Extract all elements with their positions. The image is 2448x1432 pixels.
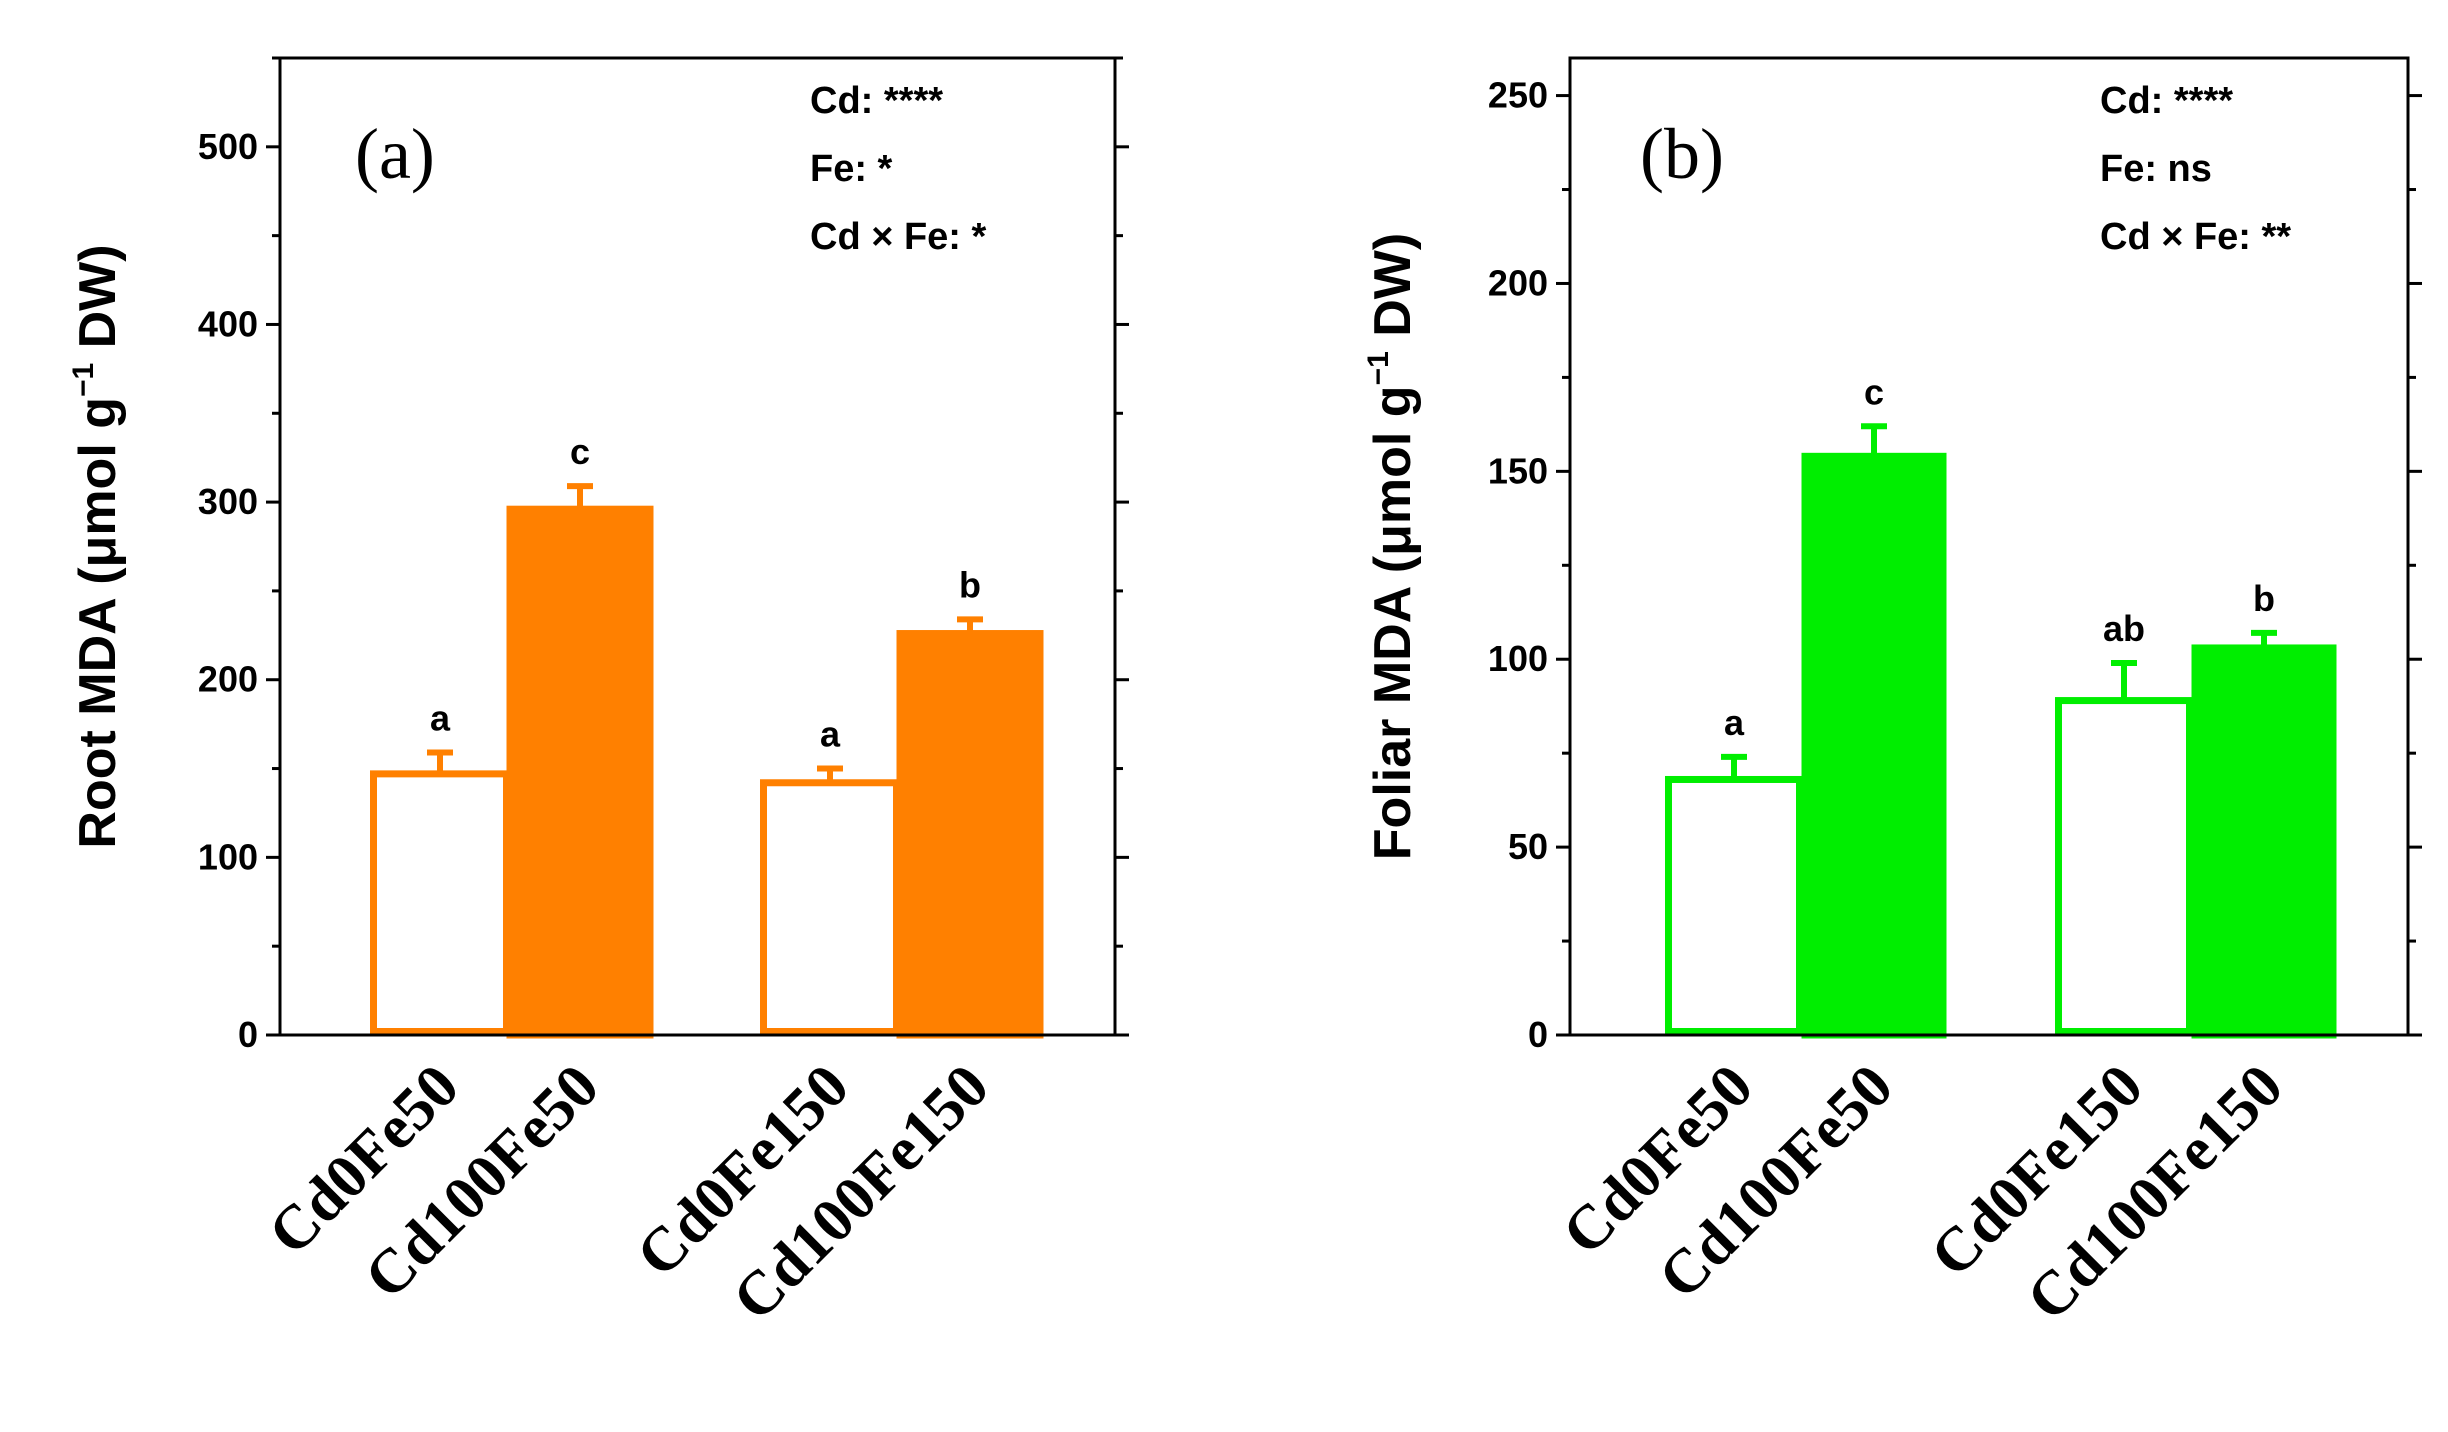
bar-Cd0Fe150	[760, 779, 900, 1035]
significance-letter-Cd100Fe150: b	[959, 564, 981, 605]
stat-annotation: Cd: ****	[810, 80, 943, 122]
bar-Cd0Fe150	[2055, 697, 2193, 1035]
significance-letter-Cd0Fe150: ab	[2103, 608, 2145, 649]
bar-Cd100Fe50	[506, 505, 654, 1039]
y-tick-label: 0	[238, 1014, 258, 1055]
chart-panel-a: a c a b 0 100 200 300 400 500 Root MDA (μmol g−1 D…	[67, 56, 1129, 1334]
y-axis-label: Root MDA (μmol g−1 DW)	[67, 244, 127, 848]
y-tick-label: 100	[1488, 638, 1548, 679]
y-tick-label: 400	[198, 303, 258, 344]
y-tick-label: 200	[198, 659, 258, 700]
y-tick-label: 300	[198, 481, 258, 522]
stat-annotation: Cd × Fe: **	[2100, 216, 2291, 258]
y-axis-label: Foliar MDA (μmol g−1 DW)	[1362, 233, 1422, 860]
y-tick-label: 0	[1528, 1014, 1548, 1055]
y-tick-label: 200	[1488, 262, 1548, 303]
y-tick-label: 50	[1508, 826, 1548, 867]
panel-label: (a)	[355, 114, 435, 194]
significance-letter-Cd100Fe150: b	[2253, 578, 2275, 619]
stat-annotation: Fe: *	[810, 148, 893, 190]
bar-Cd100Fe150	[2191, 644, 2337, 1039]
stat-annotation: Fe: ns	[2100, 148, 2212, 190]
y-tick-label: 100	[198, 836, 258, 877]
bar-Cd0Fe50	[1665, 775, 1803, 1035]
stat-annotation: Cd: ****	[2100, 80, 2233, 122]
bar-Cd100Fe50	[1801, 452, 1947, 1039]
panel-label: (b)	[1640, 114, 1724, 194]
significance-letter-Cd0Fe50: a	[1724, 702, 1745, 743]
bar-Cd100Fe150	[896, 630, 1044, 1039]
significance-letter-Cd0Fe50: a	[430, 698, 451, 739]
bar-Cd0Fe50	[370, 770, 510, 1036]
y-tick-label: 500	[198, 126, 258, 167]
y-tick-label: 250	[1488, 75, 1548, 116]
significance-letter-Cd0Fe150: a	[820, 714, 841, 755]
y-tick-label: 150	[1488, 450, 1548, 491]
chart-panel-b: a c ab b 0 50 100 150 200 250 Foliar MDA (μmol g−1…	[1362, 56, 2422, 1334]
plot-frame	[1568, 56, 2410, 1037]
stat-annotation: Cd × Fe: *	[810, 216, 987, 258]
plot-frame	[278, 56, 1117, 1037]
significance-letter-Cd100Fe50: c	[1864, 371, 1884, 412]
significance-letter-Cd100Fe50: c	[570, 431, 590, 472]
